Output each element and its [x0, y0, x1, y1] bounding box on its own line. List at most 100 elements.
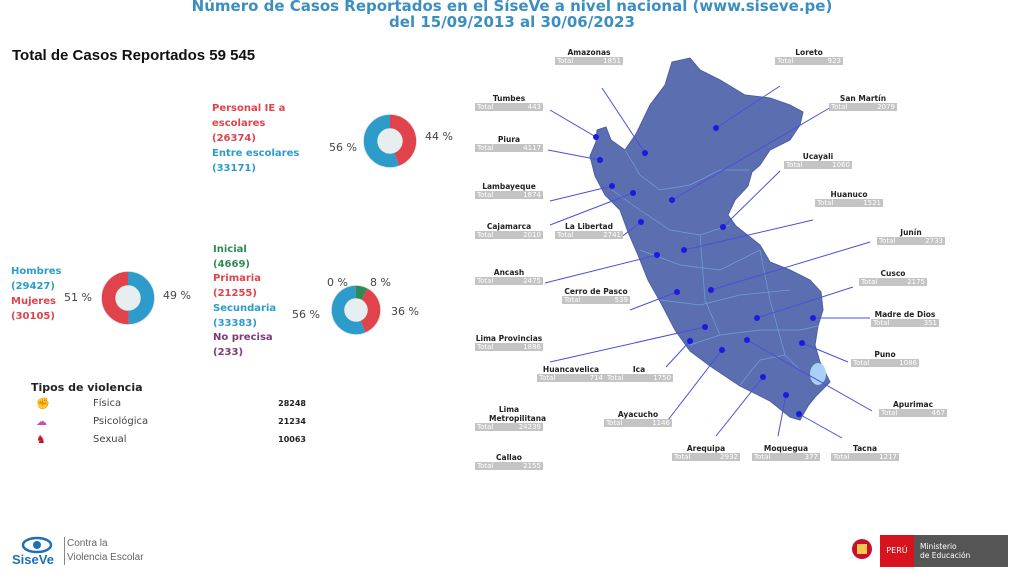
region-name: Cusco [880, 269, 906, 278]
region-dot-tumbes[interactable] [593, 134, 599, 140]
region-value: 2155 [523, 462, 541, 470]
region-total-bar: Total 1521 [815, 199, 883, 207]
violence-row-fisica: ✊ Física 28248 [36, 397, 306, 413]
region-value: 377 [804, 453, 818, 461]
region-value: 1086 [899, 359, 917, 367]
region-name: Madre de Dios [874, 310, 936, 319]
legend-hombres: Hombres (29427) [11, 266, 62, 292]
pct-hombres: 49 % [163, 289, 191, 302]
legend-mujeres: Mujeres (30105) [11, 296, 56, 322]
psychological-violence-icon: ☁ [36, 415, 47, 428]
total-word: Total [607, 374, 624, 382]
pct-entre-escolares: 56 % [329, 141, 357, 154]
leader-line-moquegua [777, 394, 787, 437]
leader-line-arequipa [715, 376, 764, 437]
region-label-ica: Ica Total 1750 [605, 365, 673, 382]
region-label-lima-provincias: Lima Provincias Total 1886 [475, 334, 543, 351]
region-total-bar: Total 443 [475, 103, 543, 111]
region-label-cajamarca: Cajamarca Total 2010 [475, 222, 543, 239]
region-label-huancavelica: Huancavelica Total 714 [537, 365, 605, 382]
region-value: 467 [931, 409, 945, 417]
region-label-huanuco: Huanuco Total 1521 [815, 190, 883, 207]
region-value: 923 [827, 57, 841, 65]
region-dot-amazonas[interactable] [642, 150, 648, 156]
page-title: Número de Casos Reportados en el SíseVe … [0, 0, 1024, 30]
violence-value: 28248 [278, 399, 306, 408]
level-donut-chart [331, 285, 381, 335]
region-name: Moquegua [763, 444, 809, 453]
region-dot-piura[interactable] [597, 157, 603, 163]
region-total-bar: Total 1886 [475, 343, 543, 351]
region-label-moquegua: Moquegua Total 377 [752, 444, 820, 461]
region-label-puno: Puno Total 1086 [851, 350, 919, 367]
region-dot-ancash[interactable] [654, 252, 660, 258]
region-value: 1874 [523, 191, 541, 199]
region-label-ucayali: Ucayali Total 1060 [784, 152, 852, 169]
total-word: Total [477, 277, 494, 285]
region-name: Cerro de Pasco [564, 287, 628, 296]
region-total-bar: Total 4117 [475, 144, 543, 152]
region-dot-apurimac[interactable] [744, 337, 750, 343]
leader-line-cusco [756, 286, 854, 319]
total-word: Total [817, 199, 834, 207]
region-dot-moquegua[interactable] [783, 392, 789, 398]
region-dot-jun-n[interactable] [708, 287, 714, 293]
violence-row-psicologica: ☁ Psicológica 21234 [36, 415, 306, 431]
pct-personal-ie: 44 % [425, 130, 453, 143]
region-dot-loreto[interactable] [713, 125, 719, 131]
leader-line-ancash [544, 254, 658, 284]
total-word: Total [831, 103, 848, 111]
leader-line-cajamarca [549, 192, 634, 226]
region-dots [593, 125, 816, 417]
violence-types-title: Tipos de violencia [31, 381, 143, 394]
region-dot-la-libertad[interactable] [638, 219, 644, 225]
region-total-bar: Total 467 [879, 409, 947, 417]
total-word: Total [477, 462, 494, 470]
region-dot-ica[interactable] [687, 338, 693, 344]
total-word: Total [786, 161, 803, 169]
region-name: Apurimac [892, 400, 934, 409]
legend-inicial: Inicial (4669) [213, 244, 250, 270]
peru-shape [589, 57, 831, 421]
region-value: 1521 [863, 199, 881, 207]
leader-lines [544, 85, 873, 439]
donut-slice-entre-escolares [363, 114, 417, 168]
donut-slice-secundaria [331, 285, 381, 335]
legend-secundaria: Secundaria (33383) [213, 303, 277, 329]
total-word: Total [564, 296, 581, 304]
aggressor-donut-chart [363, 114, 417, 168]
region-dot-cajamarca[interactable] [630, 190, 636, 196]
region-dot-huancavelica[interactable] [702, 324, 708, 330]
region-dot-puno[interactable] [799, 340, 805, 346]
total-word: Total [557, 57, 574, 65]
title-line-1: Número de Casos Reportados en el SíseVe … [191, 0, 833, 15]
region-label-arequipa: Arequipa Total 2932 [672, 444, 740, 461]
region-value: 1217 [879, 453, 897, 461]
pct-inicial: 8 % [370, 276, 391, 289]
region-dot-cusco[interactable] [754, 315, 760, 321]
leader-line-ica [665, 340, 691, 368]
region-dot-lambayeque[interactable] [609, 183, 615, 189]
region-dot-huanuco[interactable] [681, 247, 687, 253]
region-label-apurimac: Apurimac Total 467 [879, 400, 947, 417]
total-word: Total [873, 319, 890, 327]
region-dot-arequipa[interactable] [760, 374, 766, 380]
total-word: Total [879, 237, 896, 245]
region-value: 24239 [518, 423, 541, 431]
region-value: 4117 [523, 144, 541, 152]
region-label-tacna: Tacna Total 1217 [831, 444, 899, 461]
leader-line-ucayali [722, 170, 781, 228]
region-dot-ayacucho[interactable] [719, 347, 725, 353]
region-dot-ucayali[interactable] [720, 224, 726, 230]
region-dot-tacna[interactable] [796, 411, 802, 417]
region-total-bar: Total 2733 [877, 237, 945, 245]
region-dot-madre-de-dios[interactable] [810, 315, 816, 321]
leader-line-ayacucho [667, 349, 723, 421]
region-total-bar: Total 2155 [475, 462, 543, 470]
department-borders [611, 149, 819, 386]
total-word: Total [477, 191, 494, 199]
region-dot-san-mart-n[interactable] [669, 197, 675, 203]
region-label-ayacucho: Ayacucho Total 1146 [604, 410, 672, 427]
region-dot-cerro-de-pasco[interactable] [674, 289, 680, 295]
